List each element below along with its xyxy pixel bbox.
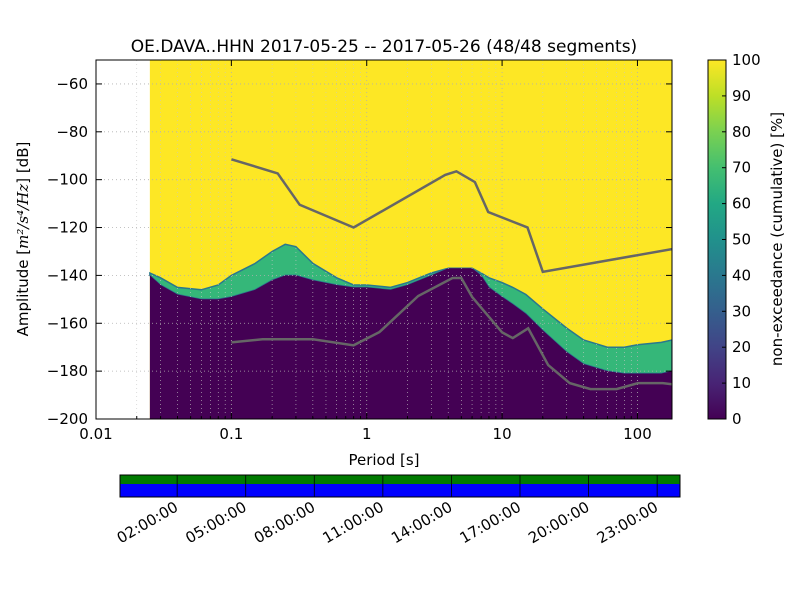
timeline-frame	[119, 474, 681, 498]
y-axis: −60 −80 −100 −120 −140 −160 −180 −200	[47, 75, 672, 428]
y-axis-label: Amplitude [m²/s⁴/Hz] [dB]	[14, 142, 32, 337]
colorbar-tick-label: 20	[732, 338, 751, 356]
colorbar: 0 10 20 30 40 50 60 70 80 90 100 non-exceedance (c…	[707, 51, 786, 428]
grid	[96, 60, 672, 419]
timeline-tick-label: 14:00:00	[388, 498, 455, 547]
colorbar-tick-label: 40	[732, 266, 751, 284]
colorbar-tick-label: 70	[732, 159, 751, 177]
y-tick-label: −80	[56, 123, 88, 141]
colorbar-tick-label: 60	[732, 195, 751, 213]
x-tick-label: 0.01	[79, 425, 112, 443]
timeline-tick-label: 17:00:00	[457, 498, 524, 547]
psd-plot: 0.01 0.1 1 10 100 −60 −80 −100 −120 −140 −160 −180…	[47, 59, 673, 443]
timeline-data-bar	[120, 475, 680, 484]
y-tick-label: −120	[47, 219, 88, 237]
colorbar-tick-label: 50	[732, 231, 751, 249]
colorbar-tick-label: 0	[732, 410, 742, 428]
y-tick-label: −180	[47, 362, 88, 380]
colorbar-ticks: 0 10 20 30 40 50 60 70 80 90 100	[722, 51, 761, 428]
x-axis: 0.01 0.1 1 10 100	[79, 60, 652, 443]
y-tick-label: −100	[47, 171, 88, 189]
noise-models	[231, 158, 672, 391]
colorbar-label: non-exceedance (cumulative) [%]	[768, 112, 786, 366]
x-tick-label: 0.1	[219, 425, 243, 443]
psd-heatmap	[149, 60, 672, 419]
high-noise-model-line	[231, 158, 672, 274]
timeline-tick-label: 08:00:00	[251, 498, 318, 547]
y-tick-label: −160	[47, 314, 88, 332]
colorbar-tick-label: 100	[732, 51, 761, 69]
plot-frame	[95, 59, 673, 420]
colorbar-tick-label: 30	[732, 302, 751, 320]
timeline-tick-label: 20:00:00	[525, 498, 592, 547]
timeline-tick-label: 02:00:00	[114, 498, 181, 547]
timeline-used-bar	[120, 484, 680, 497]
timeline-tick-label: 05:00:00	[182, 498, 249, 547]
y-tick-label: −140	[47, 266, 88, 284]
colorbar-tick-label: 10	[732, 374, 751, 392]
y-tick-label: −200	[47, 410, 88, 428]
colorbar-tick-label: 80	[732, 123, 751, 141]
colorbar-gradient	[708, 60, 726, 419]
chart-title: OE.DAVA..HHN 2017-05-25 -- 2017-05-26 (4…	[131, 37, 637, 57]
timeline: 02:00:00 05:00:00 08:00:00 11:00:00 14:00:00…	[114, 474, 681, 547]
timeline-tick-label: 23:00:00	[594, 498, 661, 547]
heatmap-low-region	[149, 268, 672, 419]
x-tick-label: 100	[623, 425, 652, 443]
low-noise-model-line	[231, 276, 672, 391]
timeline-tick-label: 11:00:00	[320, 498, 387, 547]
x-axis-label: Period [s]	[348, 451, 419, 469]
y-tick-label: −60	[56, 75, 88, 93]
colorbar-tick-label: 90	[732, 87, 751, 105]
x-tick-label: 10	[493, 425, 512, 443]
x-tick-label: 1	[362, 425, 372, 443]
